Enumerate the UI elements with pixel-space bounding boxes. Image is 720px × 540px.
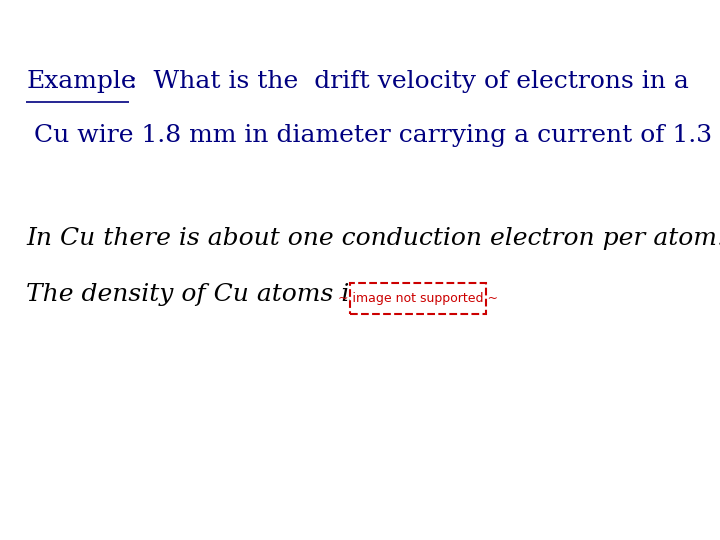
Text: In Cu there is about one conduction electron per atom.: In Cu there is about one conduction elec… [26, 227, 720, 250]
FancyBboxPatch shape [350, 283, 487, 314]
Text: Example: Example [26, 70, 136, 93]
Text: :  What is the  drift velocity of electrons in a: : What is the drift velocity of electron… [129, 70, 689, 93]
Text: ~ image not supported ~: ~ image not supported ~ [338, 292, 498, 305]
Text: The density of Cu atoms is: The density of Cu atoms is [26, 284, 362, 307]
Text: Cu wire 1.8 mm in diameter carrying a current of 1.3 A?: Cu wire 1.8 mm in diameter carrying a cu… [26, 124, 720, 147]
